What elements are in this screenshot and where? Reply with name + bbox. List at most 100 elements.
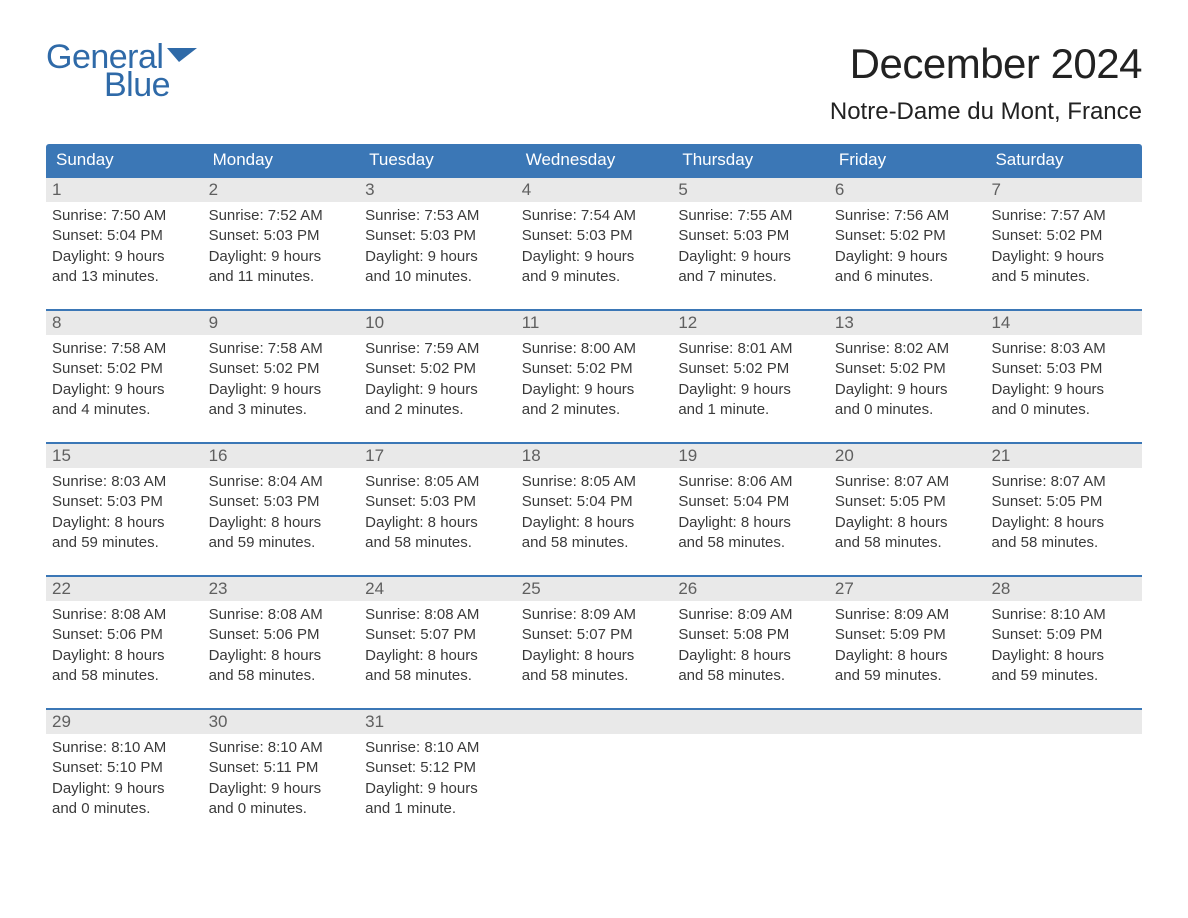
cell-line-d2: and 7 minutes.: [678, 267, 823, 287]
cell-body: Sunrise: 8:05 AMSunset: 5:04 PMDaylight:…: [516, 468, 673, 555]
day-number: 7: [985, 176, 1142, 202]
cell-line-sunset: Sunset: 5:12 PM: [365, 758, 510, 778]
cell-line-sunrise: Sunrise: 8:03 AM: [52, 472, 197, 492]
cell-body: Sunrise: 7:56 AMSunset: 5:02 PMDaylight:…: [829, 202, 986, 289]
cell-body: Sunrise: 8:04 AMSunset: 5:03 PMDaylight:…: [203, 468, 360, 555]
cell-line-d1: Daylight: 9 hours: [522, 247, 667, 267]
cell-line-d1: Daylight: 9 hours: [52, 247, 197, 267]
cell-line-d1: Daylight: 8 hours: [522, 513, 667, 533]
cell-body: Sunrise: 8:07 AMSunset: 5:05 PMDaylight:…: [829, 468, 986, 555]
cell-line-sunset: Sunset: 5:05 PM: [835, 492, 980, 512]
calendar-cell: 12Sunrise: 8:01 AMSunset: 5:02 PMDayligh…: [672, 309, 829, 422]
cell-line-sunrise: Sunrise: 8:08 AM: [209, 605, 354, 625]
day-number: [672, 708, 829, 734]
cell-line-sunrise: Sunrise: 8:00 AM: [522, 339, 667, 359]
cell-line-sunset: Sunset: 5:09 PM: [835, 625, 980, 645]
cell-body: Sunrise: 8:10 AMSunset: 5:11 PMDaylight:…: [203, 734, 360, 821]
calendar-cell: 14Sunrise: 8:03 AMSunset: 5:03 PMDayligh…: [985, 309, 1142, 422]
day-header-monday: Monday: [203, 144, 360, 176]
week-row: 15Sunrise: 8:03 AMSunset: 5:03 PMDayligh…: [46, 442, 1142, 555]
cell-line-d2: and 2 minutes.: [522, 400, 667, 420]
cell-body: Sunrise: 8:05 AMSunset: 5:03 PMDaylight:…: [359, 468, 516, 555]
day-number: 29: [46, 708, 203, 734]
cell-line-d1: Daylight: 8 hours: [522, 646, 667, 666]
cell-line-sunset: Sunset: 5:07 PM: [522, 625, 667, 645]
cell-line-d1: Daylight: 9 hours: [991, 380, 1136, 400]
cell-line-d1: Daylight: 8 hours: [209, 646, 354, 666]
cell-line-d2: and 11 minutes.: [209, 267, 354, 287]
cell-line-sunrise: Sunrise: 8:02 AM: [835, 339, 980, 359]
calendar-cell: 28Sunrise: 8:10 AMSunset: 5:09 PMDayligh…: [985, 575, 1142, 688]
cell-line-d2: and 58 minutes.: [365, 666, 510, 686]
cell-body: Sunrise: 7:53 AMSunset: 5:03 PMDaylight:…: [359, 202, 516, 289]
day-header-friday: Friday: [829, 144, 986, 176]
day-header-saturday: Saturday: [985, 144, 1142, 176]
day-number: 24: [359, 575, 516, 601]
cell-body: Sunrise: 8:06 AMSunset: 5:04 PMDaylight:…: [672, 468, 829, 555]
logo: General Blue: [46, 40, 197, 102]
cell-body: Sunrise: 8:02 AMSunset: 5:02 PMDaylight:…: [829, 335, 986, 422]
calendar-cell: 29Sunrise: 8:10 AMSunset: 5:10 PMDayligh…: [46, 708, 203, 821]
cell-body: Sunrise: 8:10 AMSunset: 5:09 PMDaylight:…: [985, 601, 1142, 688]
day-number: 8: [46, 309, 203, 335]
cell-line-d2: and 0 minutes.: [835, 400, 980, 420]
cell-body: Sunrise: 8:07 AMSunset: 5:05 PMDaylight:…: [985, 468, 1142, 555]
day-number: 4: [516, 176, 673, 202]
cell-line-sunset: Sunset: 5:05 PM: [991, 492, 1136, 512]
cell-line-d2: and 9 minutes.: [522, 267, 667, 287]
cell-line-sunset: Sunset: 5:09 PM: [991, 625, 1136, 645]
cell-body: Sunrise: 8:08 AMSunset: 5:06 PMDaylight:…: [203, 601, 360, 688]
day-number: 6: [829, 176, 986, 202]
cell-line-sunset: Sunset: 5:02 PM: [209, 359, 354, 379]
cell-line-sunset: Sunset: 5:02 PM: [835, 359, 980, 379]
cell-line-d2: and 1 minute.: [365, 799, 510, 819]
cell-line-d1: Daylight: 8 hours: [52, 513, 197, 533]
day-number: 21: [985, 442, 1142, 468]
cell-line-sunrise: Sunrise: 8:10 AM: [209, 738, 354, 758]
cell-line-d1: Daylight: 9 hours: [365, 779, 510, 799]
calendar-cell: 15Sunrise: 8:03 AMSunset: 5:03 PMDayligh…: [46, 442, 203, 555]
cell-body: Sunrise: 7:50 AMSunset: 5:04 PMDaylight:…: [46, 202, 203, 289]
calendar-cell: 20Sunrise: 8:07 AMSunset: 5:05 PMDayligh…: [829, 442, 986, 555]
cell-line-sunset: Sunset: 5:11 PM: [209, 758, 354, 778]
cell-line-sunrise: Sunrise: 8:07 AM: [835, 472, 980, 492]
cell-line-sunset: Sunset: 5:06 PM: [52, 625, 197, 645]
day-number: 9: [203, 309, 360, 335]
calendar-cell: 22Sunrise: 8:08 AMSunset: 5:06 PMDayligh…: [46, 575, 203, 688]
cell-line-d2: and 13 minutes.: [52, 267, 197, 287]
day-header-thursday: Thursday: [672, 144, 829, 176]
cell-line-d1: Daylight: 9 hours: [678, 380, 823, 400]
cell-line-d1: Daylight: 9 hours: [522, 380, 667, 400]
month-title: December 2024: [830, 40, 1142, 88]
day-number: [985, 708, 1142, 734]
day-number: [829, 708, 986, 734]
cell-line-sunrise: Sunrise: 7:52 AM: [209, 206, 354, 226]
cell-line-d1: Daylight: 9 hours: [991, 247, 1136, 267]
calendar-cell: 16Sunrise: 8:04 AMSunset: 5:03 PMDayligh…: [203, 442, 360, 555]
cell-body: Sunrise: 8:08 AMSunset: 5:07 PMDaylight:…: [359, 601, 516, 688]
calendar-cell: 13Sunrise: 8:02 AMSunset: 5:02 PMDayligh…: [829, 309, 986, 422]
day-number: 11: [516, 309, 673, 335]
cell-line-sunrise: Sunrise: 7:54 AM: [522, 206, 667, 226]
cell-line-d2: and 6 minutes.: [835, 267, 980, 287]
cell-line-d1: Daylight: 8 hours: [365, 646, 510, 666]
cell-body: Sunrise: 8:00 AMSunset: 5:02 PMDaylight:…: [516, 335, 673, 422]
calendar-cell: [985, 708, 1142, 821]
calendar-cell: [829, 708, 986, 821]
cell-line-d1: Daylight: 9 hours: [678, 247, 823, 267]
cell-line-d1: Daylight: 8 hours: [991, 646, 1136, 666]
cell-body: Sunrise: 8:03 AMSunset: 5:03 PMDaylight:…: [985, 335, 1142, 422]
cell-body: Sunrise: 8:09 AMSunset: 5:08 PMDaylight:…: [672, 601, 829, 688]
cell-body: Sunrise: 7:54 AMSunset: 5:03 PMDaylight:…: [516, 202, 673, 289]
cell-body: Sunrise: 7:55 AMSunset: 5:03 PMDaylight:…: [672, 202, 829, 289]
title-block: December 2024 Notre-Dame du Mont, France: [830, 40, 1142, 126]
calendar-cell: 25Sunrise: 8:09 AMSunset: 5:07 PMDayligh…: [516, 575, 673, 688]
cell-body: Sunrise: 8:01 AMSunset: 5:02 PMDaylight:…: [672, 335, 829, 422]
cell-line-sunrise: Sunrise: 7:56 AM: [835, 206, 980, 226]
cell-body: Sunrise: 7:52 AMSunset: 5:03 PMDaylight:…: [203, 202, 360, 289]
cell-line-d2: and 58 minutes.: [678, 533, 823, 553]
day-number: 14: [985, 309, 1142, 335]
cell-line-sunrise: Sunrise: 7:58 AM: [52, 339, 197, 359]
cell-line-sunset: Sunset: 5:06 PM: [209, 625, 354, 645]
calendar-cell: 1Sunrise: 7:50 AMSunset: 5:04 PMDaylight…: [46, 176, 203, 289]
